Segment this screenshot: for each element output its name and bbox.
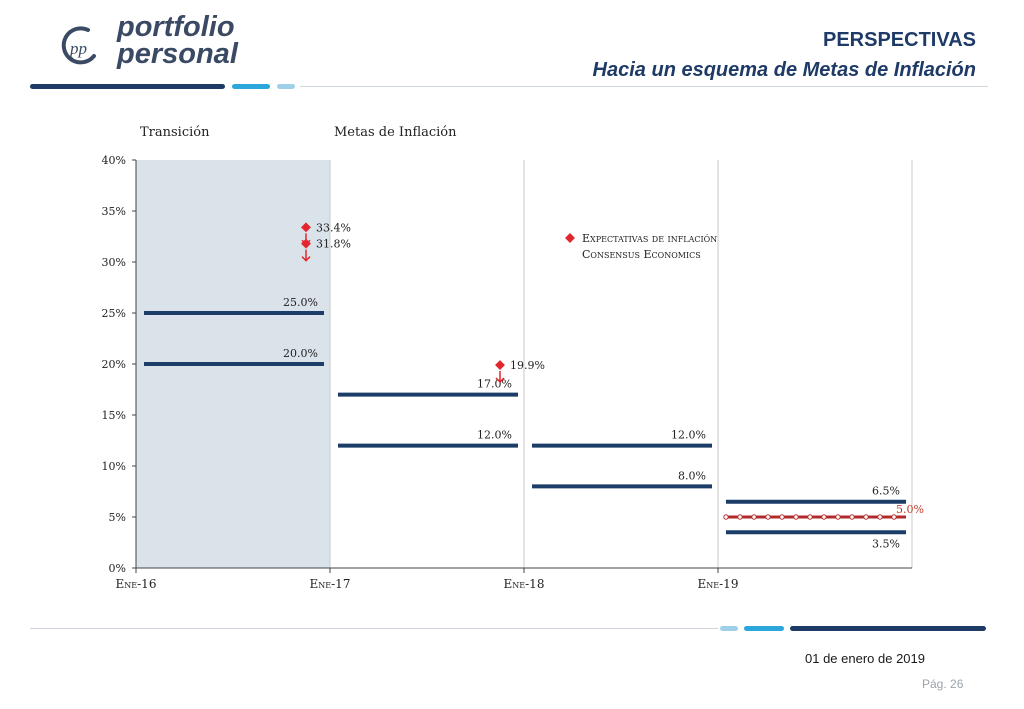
target-center-marker — [891, 514, 897, 520]
page-title: PERSPECTIVAS — [823, 29, 976, 51]
target-center-marker — [793, 514, 799, 520]
y-tick-label: 30% — [102, 256, 126, 269]
chart-svg: Transición Metas de Inflación 0% 5% 10% 15% 20… — [102, 125, 924, 591]
y-tick-label: 0% — [109, 562, 126, 575]
y-tick-label: 40% — [102, 154, 126, 167]
target-center-marker — [751, 514, 757, 520]
target-center-marker — [821, 514, 827, 520]
region-label-1: Transición — [140, 125, 210, 140]
inflation-targets-chart: Transición Metas de Inflación 0% 5% 10% 15% 20… — [80, 112, 940, 612]
target-center-marker — [737, 514, 743, 520]
legend-marker — [565, 233, 575, 243]
brand-name: portfolio personal — [117, 11, 238, 70]
y-tick-label: 35% — [102, 205, 126, 218]
data-label-2018-12: 12.0% — [671, 429, 706, 442]
target-center-marker — [807, 514, 813, 520]
data-label-2019-6.5: 6.5% — [872, 485, 900, 498]
expectation-label: 31.8% — [316, 238, 351, 251]
logo-icon: pp — [58, 24, 102, 68]
data-label-2016-25: 25.0% — [283, 296, 318, 309]
target-center-marker — [723, 514, 729, 520]
data-label-2019-3.5: 3.5% — [872, 537, 900, 550]
x-tick-label: Ene-18 — [504, 577, 545, 591]
data-label-2017-12: 12.0% — [477, 429, 512, 442]
region-label-2: Metas de Inflación — [334, 125, 457, 140]
svg-text:pp: pp — [69, 39, 87, 58]
footer-date: 01 de enero de 2019 — [805, 651, 925, 666]
data-label-2019-5: 5.0% — [896, 503, 924, 516]
expectation-marker — [495, 360, 505, 370]
expectation-arrow — [495, 371, 505, 384]
target-center-marker — [835, 514, 841, 520]
footer-rule-thin — [30, 628, 718, 629]
x-tick-label: Ene-19 — [698, 577, 739, 591]
target-center-marker — [849, 514, 855, 520]
target-center-marker — [765, 514, 771, 520]
header-rule-accent — [232, 84, 270, 89]
header-rule-light — [277, 84, 295, 89]
legend-label-2: Consensus Economics — [582, 248, 701, 261]
brand-name-line1: portfolio — [117, 11, 235, 43]
footer-rule-navy — [790, 626, 986, 631]
page-subtitle: Hacia un esquema de Metas de Inflación — [592, 59, 976, 81]
target-center-marker — [877, 514, 883, 520]
y-tick-label: 25% — [102, 307, 126, 320]
x-tick-label: Ene-16 — [116, 577, 157, 591]
expectation-label: 19.9% — [510, 359, 545, 372]
brand-name-line2: personal — [117, 38, 238, 70]
expectation-marker — [301, 238, 311, 249]
header-rule-navy — [30, 84, 225, 89]
expectation-arrow — [301, 249, 311, 262]
target-center-marker — [779, 514, 785, 520]
data-label-2018-8: 8.0% — [678, 469, 706, 482]
y-tick-label: 10% — [102, 460, 126, 473]
header-rule-thin — [300, 86, 988, 87]
y-tick-label: 5% — [109, 511, 126, 524]
footer-rule-accent — [744, 626, 784, 631]
y-tick-label: 15% — [102, 409, 126, 422]
y-tick-label: 20% — [102, 358, 126, 371]
legend-label-1: Expectativas de inflación — [582, 232, 717, 245]
data-label-2016-20: 20.0% — [283, 347, 318, 360]
expectation-label: 33.4% — [316, 221, 351, 234]
data-label-2017-17: 17.0% — [477, 378, 512, 391]
target-center-marker — [863, 514, 869, 520]
footer-rule-light — [720, 626, 738, 631]
x-tick-label: Ene-17 — [310, 577, 351, 591]
page-number: Pág. 26 — [922, 677, 964, 691]
